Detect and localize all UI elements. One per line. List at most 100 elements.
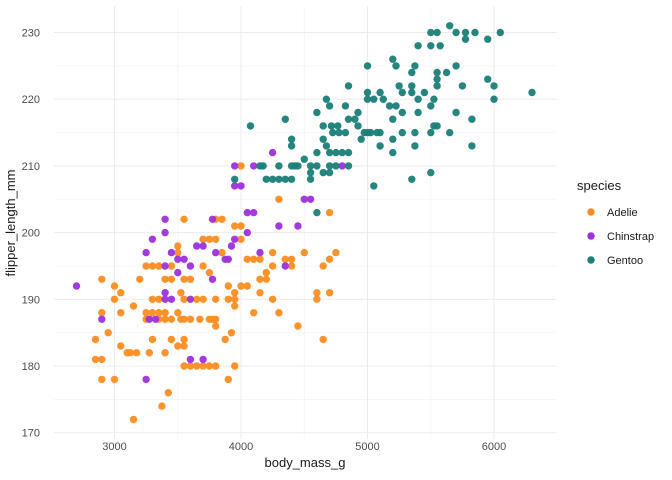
data-point [322,142,331,150]
data-point [151,315,160,323]
series-adelie [91,162,340,424]
data-point [212,362,220,370]
data-point [72,282,81,290]
data-point [136,275,144,283]
data-point [180,362,188,370]
data-point [322,95,331,103]
data-point [231,289,239,297]
legend-item-chinstrap: Chinstrap [587,231,654,243]
data-point [376,88,384,97]
data-point [98,315,106,323]
data-point [446,22,454,30]
data-point [174,342,182,350]
data-point [398,128,406,137]
y-axis-title: flipper_length_mm [3,170,18,277]
data-point [174,248,182,257]
data-point [231,162,239,170]
data-point [268,175,277,183]
data-point [468,115,476,123]
data-point [180,255,188,263]
scatter-points [72,22,536,424]
data-point [275,309,283,317]
y-tick-label-220: 220 [22,94,40,106]
data-point [224,255,232,263]
legend-swatch-icon [587,232,595,240]
data-point [395,82,403,90]
data-point [237,235,245,243]
data-point [398,108,406,117]
data-point [354,108,362,117]
data-point [313,108,321,117]
data-point [433,75,441,83]
data-point [468,142,476,150]
data-point [224,282,232,290]
data-point [98,375,106,384]
data-point [256,248,264,257]
data-point [91,355,100,364]
data-point [212,235,220,243]
x-tick-label-5000: 5000 [355,441,379,453]
series-chinstrap [72,148,346,384]
data-point [104,329,112,337]
minor-gridlines [54,6,557,439]
data-point [237,282,245,290]
data-point [212,315,220,323]
legend: species Adelie Chinstrap Gentoo [577,178,654,267]
data-point [325,148,334,157]
data-point [357,135,365,143]
data-point [110,375,119,384]
data-point [414,95,422,103]
data-point [325,289,334,297]
data-point [246,122,255,130]
data-point [227,242,236,250]
data-point [256,275,264,283]
data-point [490,82,498,90]
data-point [167,295,176,303]
data-point [227,329,236,337]
data-point [452,62,460,70]
data-point [224,295,232,303]
data-point [186,355,195,364]
data-point [250,208,258,217]
data-point [199,235,207,243]
data-point [158,402,166,410]
data-point [142,309,150,317]
data-point [319,168,327,177]
legend-swatch-icon [587,256,595,264]
data-point [262,275,270,283]
data-point [256,255,264,263]
data-point [300,195,308,203]
data-point [237,222,245,230]
data-point [306,175,315,183]
data-point [341,102,350,110]
data-point [180,275,188,283]
data-point [294,322,302,330]
legend-label: Gentoo [607,255,643,267]
legend-label: Adelie [607,207,638,219]
legend-item-adelie: Adelie [587,207,638,219]
data-point [325,162,334,170]
data-point [268,295,277,303]
x-axis-title: body_mass_g [265,455,346,470]
data-point [117,289,125,297]
data-point [268,148,277,157]
data-point [161,228,169,237]
data-point [161,275,169,283]
data-point [344,162,353,170]
data-point [442,68,451,77]
data-point [281,262,289,270]
data-point [208,215,217,223]
data-point [420,88,429,97]
data-point [148,335,157,344]
data-point [186,362,195,370]
y-axis-tick-labels: 170 180 190 200 210 220 230 [22,28,40,440]
data-point [433,122,441,130]
y-tick-label-230: 230 [22,28,40,40]
legend-swatch-icon [587,208,595,216]
data-point [174,268,182,277]
data-point [231,295,239,303]
legend-label: Chinstrap [607,231,654,243]
data-point [306,195,315,203]
data-point [281,115,289,123]
data-point [256,289,264,297]
